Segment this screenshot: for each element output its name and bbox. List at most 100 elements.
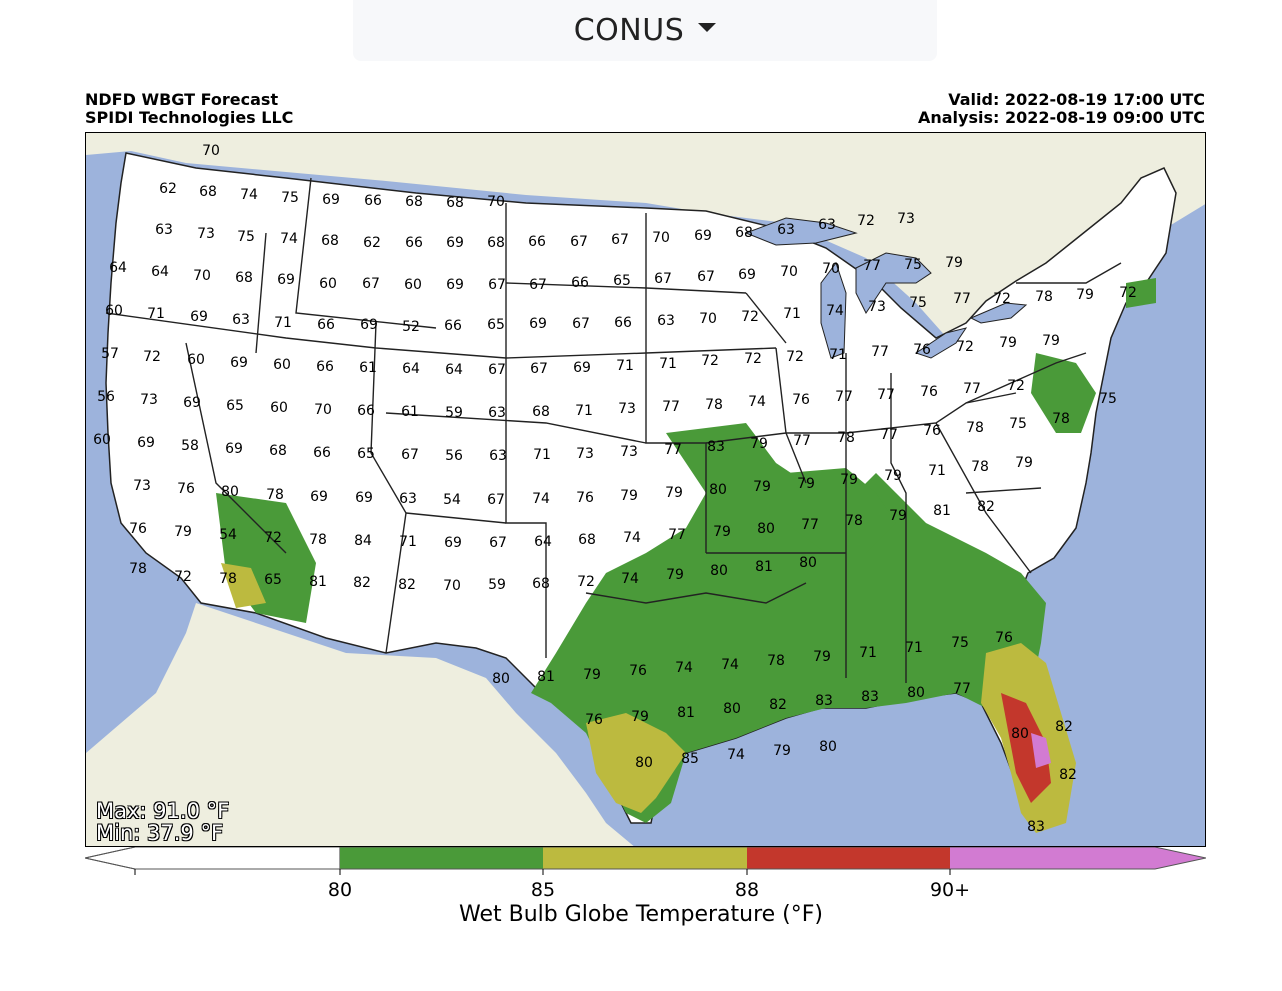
map-value-label: 66	[405, 235, 423, 251]
region-selector[interactable]: CONUS	[353, 0, 937, 61]
map-value-label: 66	[364, 193, 382, 209]
map-value-label: 76	[576, 490, 594, 506]
map-value-label: 79	[750, 436, 768, 452]
map-value-label: 68	[235, 270, 253, 286]
map-value-label: 68	[199, 184, 217, 200]
map-value-label: 66	[357, 403, 375, 419]
map-value-label: 79	[583, 667, 601, 683]
map-value-label: 61	[401, 404, 419, 420]
map-value-label: 76	[585, 712, 603, 728]
map-value-label: 74	[826, 303, 844, 319]
map-value-label: 63	[657, 313, 675, 329]
map-value-label: 81	[677, 705, 695, 721]
map-value-label: 79	[884, 468, 902, 484]
map-value-label: 81	[537, 669, 555, 685]
map-value-label: 74	[280, 231, 298, 247]
map-value-label: 72	[1119, 285, 1137, 301]
map-value-label: 70	[443, 578, 461, 594]
map-value-label: 69	[137, 435, 155, 451]
map-value-label: 80	[907, 685, 925, 701]
map-value-label: 80	[723, 701, 741, 717]
map-value-label: 80	[757, 521, 775, 537]
map-value-label: 79	[1015, 455, 1033, 471]
map-value-label: 65	[226, 398, 244, 414]
map-value-label: 73	[618, 401, 636, 417]
map-value-label: 77	[662, 399, 680, 415]
map-value-label: 78	[837, 430, 855, 446]
colorbar-88-90	[747, 847, 950, 869]
map-value-label: 60	[319, 276, 337, 292]
map-value-label: 75	[904, 257, 922, 273]
mexico-land	[86, 603, 634, 846]
map-value-label: 57	[101, 346, 119, 362]
map-value-label: 67	[530, 361, 548, 377]
map-value-label: 63	[777, 222, 795, 238]
map-value-label: 67	[487, 492, 505, 508]
map-value-label: 77	[664, 442, 682, 458]
caret-down-icon	[698, 23, 717, 32]
map-value-label: 77	[835, 389, 853, 405]
map-value-label: 69	[529, 316, 547, 332]
map-value-label: 73	[576, 446, 594, 462]
map-value-label: 69	[360, 317, 378, 333]
map-value-label: 74	[721, 657, 739, 673]
colorbar-tick-90: 90+	[929, 879, 971, 901]
colorbar-tick-85: 85	[530, 879, 556, 901]
map-value-label: 72	[143, 349, 161, 365]
region-selector-label: CONUS	[573, 13, 685, 48]
map-value-label: 58	[181, 438, 199, 454]
map-value-label: 83	[815, 693, 833, 709]
map-value-label: 69	[190, 309, 208, 325]
map-value-label: 67	[489, 535, 507, 551]
map-value-label: 78	[845, 513, 863, 529]
map-value-label: 75	[1009, 416, 1027, 432]
colorbar-below-80	[85, 847, 341, 870]
map-value-label: 62	[363, 235, 381, 251]
map-value-label: 83	[707, 439, 725, 455]
map-value-label: 74	[621, 571, 639, 587]
colorbar	[85, 847, 1206, 875]
map-value-label: 64	[402, 361, 420, 377]
map-value-label: 67	[611, 232, 629, 248]
map-times: Valid: 2022-08-19 17:00 UTC Analysis: 20…	[918, 91, 1205, 127]
map-value-label: 66	[316, 359, 334, 375]
map-value-label: 78	[767, 653, 785, 669]
map-value-label: 68	[446, 195, 464, 211]
map-value-label: 63	[399, 491, 417, 507]
map-value-label: 66	[444, 318, 462, 334]
map-value-label: 68	[321, 233, 339, 249]
map-value-label: 71	[147, 306, 165, 322]
map-value-label: 73	[140, 392, 158, 408]
map-value-label: 64	[151, 264, 169, 280]
map-value-label: 67	[529, 277, 547, 293]
map-value-label: 79	[666, 567, 684, 583]
canada-land	[86, 133, 1205, 348]
map-value-label: 59	[488, 577, 506, 593]
map-value-label: 72	[857, 213, 875, 229]
map-value-label: 73	[868, 299, 886, 315]
map-value-label: 71	[399, 534, 417, 550]
map-value-label: 77	[668, 527, 686, 543]
map-value-label: 68	[735, 225, 753, 241]
map-value-label: 60	[187, 352, 205, 368]
map-value-label: 75	[1099, 391, 1117, 407]
map-value-label: 72	[786, 349, 804, 365]
min-value: Min: 37.9 °F	[96, 821, 224, 845]
map-value-label: 65	[613, 273, 631, 289]
map-value-label: 78	[971, 459, 989, 475]
map-value-label: 63	[489, 448, 507, 464]
map-value-label: 72	[701, 353, 719, 369]
map-value-label: 72	[1007, 378, 1025, 394]
map-value-label: 52	[402, 319, 420, 335]
map-value-label: 67	[362, 276, 380, 292]
map-value-label: 77	[877, 387, 895, 403]
map-value-label: 69	[444, 535, 462, 551]
map-value-label: 74	[727, 747, 745, 763]
map-value-label: 71	[859, 645, 877, 661]
map-value-label: 76	[995, 630, 1013, 646]
map-value-label: 75	[909, 295, 927, 311]
map-value-label: 77	[863, 258, 881, 274]
colorbar-title: Wet Bulb Globe Temperature (°F)	[458, 902, 823, 927]
map-value-label: 63	[232, 312, 250, 328]
map-title: NDFD WBGT Forecast SPIDI Technologies LL…	[85, 91, 293, 127]
